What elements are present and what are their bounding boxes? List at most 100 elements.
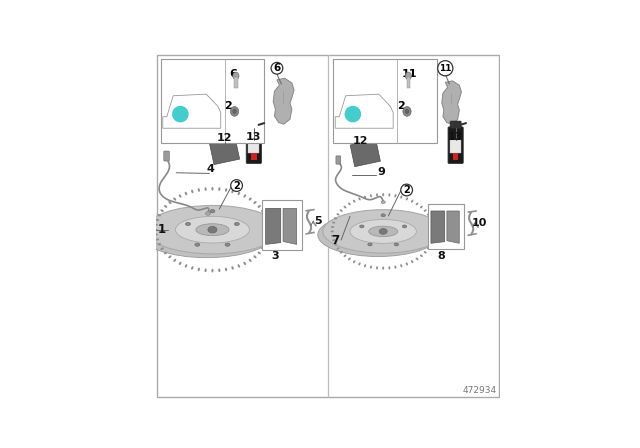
FancyBboxPatch shape [246, 127, 261, 164]
Ellipse shape [198, 267, 200, 271]
Ellipse shape [431, 222, 435, 224]
FancyBboxPatch shape [251, 154, 257, 159]
Ellipse shape [344, 206, 346, 208]
Text: 472934: 472934 [462, 386, 497, 395]
Ellipse shape [264, 243, 268, 246]
Ellipse shape [253, 255, 257, 258]
Ellipse shape [205, 187, 207, 191]
Ellipse shape [157, 243, 161, 246]
Ellipse shape [432, 235, 435, 237]
Text: 12: 12 [353, 136, 369, 146]
Ellipse shape [186, 222, 191, 226]
Ellipse shape [358, 198, 360, 200]
Ellipse shape [337, 247, 340, 250]
Ellipse shape [185, 264, 188, 267]
Ellipse shape [331, 235, 334, 237]
Ellipse shape [369, 226, 397, 237]
Ellipse shape [433, 230, 436, 233]
Ellipse shape [394, 266, 396, 269]
Ellipse shape [429, 217, 433, 220]
Ellipse shape [334, 243, 337, 246]
Ellipse shape [161, 247, 164, 250]
Ellipse shape [394, 243, 399, 246]
Ellipse shape [205, 268, 207, 272]
Ellipse shape [140, 209, 274, 258]
Ellipse shape [154, 233, 158, 236]
Polygon shape [283, 208, 297, 245]
Ellipse shape [218, 268, 220, 272]
Ellipse shape [416, 258, 419, 260]
Ellipse shape [429, 243, 433, 246]
Ellipse shape [411, 200, 413, 202]
Ellipse shape [432, 226, 435, 228]
FancyBboxPatch shape [448, 127, 463, 164]
Text: 2: 2 [233, 181, 240, 190]
Text: 4: 4 [206, 164, 214, 174]
Ellipse shape [332, 239, 335, 241]
Ellipse shape [230, 107, 239, 116]
Text: 11: 11 [439, 64, 452, 73]
FancyBboxPatch shape [248, 121, 259, 129]
Circle shape [231, 180, 243, 191]
Ellipse shape [232, 190, 234, 193]
Ellipse shape [257, 205, 261, 208]
Ellipse shape [261, 209, 264, 212]
Ellipse shape [405, 72, 412, 80]
Ellipse shape [424, 209, 427, 212]
Ellipse shape [403, 107, 411, 116]
Ellipse shape [420, 206, 423, 208]
Ellipse shape [382, 193, 384, 196]
Ellipse shape [266, 219, 269, 221]
Ellipse shape [353, 200, 355, 202]
Ellipse shape [232, 266, 234, 270]
Text: 8: 8 [437, 250, 445, 261]
Ellipse shape [211, 187, 214, 190]
Ellipse shape [218, 187, 220, 191]
Ellipse shape [370, 194, 372, 198]
Ellipse shape [420, 254, 423, 257]
Ellipse shape [348, 202, 351, 205]
Ellipse shape [331, 226, 334, 228]
Ellipse shape [360, 225, 364, 228]
Ellipse shape [237, 264, 240, 267]
Ellipse shape [427, 213, 430, 215]
Ellipse shape [323, 210, 444, 253]
Ellipse shape [157, 214, 161, 216]
Ellipse shape [225, 188, 227, 192]
Ellipse shape [156, 219, 159, 221]
Ellipse shape [266, 238, 269, 241]
Ellipse shape [405, 109, 409, 113]
Ellipse shape [257, 252, 261, 254]
Circle shape [271, 62, 283, 74]
Ellipse shape [191, 266, 193, 270]
Ellipse shape [394, 194, 396, 198]
Ellipse shape [431, 239, 435, 241]
Ellipse shape [416, 202, 419, 205]
Ellipse shape [337, 213, 340, 215]
Ellipse shape [388, 193, 390, 197]
Text: 7: 7 [331, 233, 339, 246]
Ellipse shape [233, 72, 239, 80]
Ellipse shape [350, 220, 417, 243]
Ellipse shape [210, 210, 215, 213]
Ellipse shape [376, 266, 378, 270]
Ellipse shape [427, 247, 430, 250]
Text: 5: 5 [314, 216, 321, 226]
Ellipse shape [400, 195, 403, 198]
Polygon shape [442, 81, 461, 124]
Ellipse shape [334, 217, 337, 220]
Ellipse shape [376, 193, 378, 197]
Text: 2: 2 [397, 101, 404, 111]
Ellipse shape [388, 266, 390, 270]
Ellipse shape [340, 209, 342, 212]
Ellipse shape [317, 213, 438, 257]
Ellipse shape [253, 201, 257, 204]
Ellipse shape [233, 109, 236, 113]
Ellipse shape [168, 255, 172, 258]
Ellipse shape [243, 262, 246, 265]
Polygon shape [447, 211, 460, 243]
Bar [234, 77, 237, 88]
FancyBboxPatch shape [161, 59, 264, 143]
Ellipse shape [243, 194, 246, 198]
FancyBboxPatch shape [157, 56, 499, 397]
